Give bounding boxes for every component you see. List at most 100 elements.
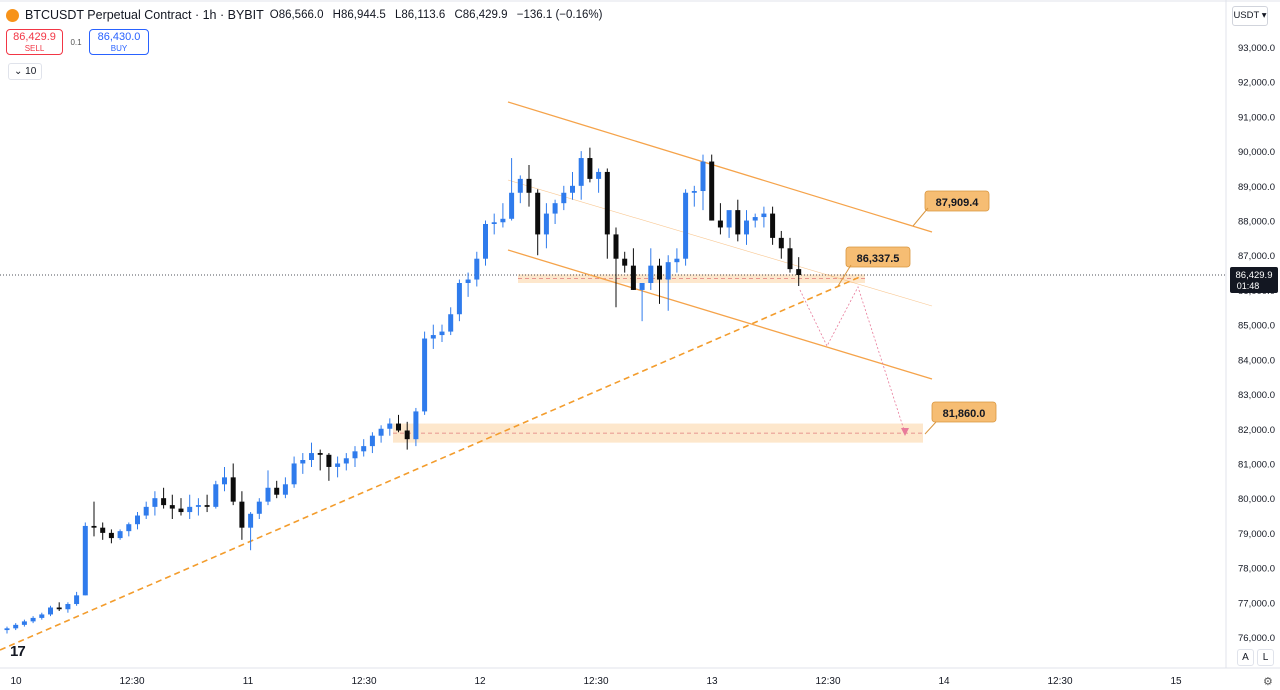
candle-body (65, 604, 71, 610)
collapse-count: 10 (25, 66, 37, 77)
candle-body (509, 192, 515, 219)
price-annotation-box (845, 246, 911, 268)
open-value: O86,566.0 (269, 9, 324, 21)
price-tick-label: 91,000.0 (1238, 112, 1275, 123)
candle-body (282, 484, 288, 495)
support-zone (393, 423, 923, 443)
candle-body (100, 527, 106, 533)
price-tick-label: 78,000.0 (1238, 564, 1275, 575)
candle-body (56, 607, 62, 610)
candle-body (352, 451, 358, 459)
candle-body (413, 411, 419, 440)
candle-body (204, 505, 210, 507)
candle-body (613, 234, 619, 259)
sell-label: SELL (24, 44, 45, 53)
auto-scale-button[interactable]: A (1237, 649, 1254, 666)
order-quantity[interactable]: 0.1 (70, 37, 82, 47)
price-tick-label: 87,000.0 (1238, 251, 1275, 262)
time-tick-label: 12:30 (815, 676, 840, 687)
candle-body (500, 218, 506, 223)
candle-body (456, 283, 462, 315)
candle-body (596, 171, 602, 179)
candle-body (108, 532, 114, 539)
candle-body (422, 338, 428, 412)
candle-body (709, 161, 715, 221)
candle-body (178, 508, 184, 513)
time-tick-label: 12:30 (351, 676, 376, 687)
symbol-title[interactable]: BTCUSDT Perpetual Contract · 1h · BYBIT (25, 8, 264, 22)
candle-body (48, 607, 53, 615)
last-price-label: 86,429.9 (1236, 270, 1273, 281)
candle-body (622, 258, 628, 266)
candle-body (169, 505, 175, 509)
price-annotation-box (924, 190, 990, 212)
time-tick-label: 10 (10, 676, 22, 687)
ascending-trendline (0, 275, 863, 651)
candle-body (570, 185, 575, 193)
change-value: −136.1 (−0.16%) (516, 9, 603, 21)
sell-button[interactable]: 86,429.9 SELL (6, 29, 63, 55)
candle-body (639, 283, 645, 290)
candle-body (770, 213, 776, 238)
annotation-pointer (837, 264, 852, 287)
candle-body (787, 248, 793, 270)
candle-body (630, 265, 636, 290)
price-tick-label: 89,000.0 (1238, 182, 1275, 193)
buy-button[interactable]: 86,430.0 BUY (89, 29, 149, 55)
log-scale-button[interactable]: L (1257, 649, 1274, 666)
candle-body (439, 331, 445, 336)
gear-icon[interactable]: ⚙ (1263, 676, 1273, 688)
buy-price: 86,430.0 (97, 31, 141, 43)
candle-body (726, 210, 732, 228)
candle-body (152, 498, 158, 507)
chart-header: BTCUSDT Perpetual Contract · 1h · BYBIT … (6, 8, 608, 22)
candle-body (274, 487, 280, 495)
candle-body (404, 430, 410, 440)
candle-body (526, 178, 532, 193)
candle-body (91, 525, 97, 528)
candle-body (30, 617, 36, 622)
candle-body (587, 158, 593, 179)
price-annotation-box (931, 401, 997, 423)
candle-body (126, 524, 132, 532)
candle-body (717, 220, 723, 228)
price-annotation-label: 86,337.5 (857, 253, 900, 265)
time-tick-label: 13 (706, 676, 718, 687)
candle-body (361, 446, 367, 452)
candle-body (143, 506, 149, 516)
currency-selector[interactable]: USDT ▾ (1232, 6, 1268, 26)
time-tick-label: 12:30 (119, 676, 144, 687)
time-tick-label: 12 (474, 676, 486, 687)
price-tick-label: 90,000.0 (1238, 147, 1275, 158)
candle-body (309, 453, 314, 460)
buy-label: BUY (110, 44, 128, 53)
candle-body (735, 210, 741, 235)
candle-body (248, 513, 254, 528)
currency-label: USDT (1233, 10, 1260, 21)
trade-panel: 86,429.9 SELL 0.1 86,430.0 BUY (6, 29, 149, 55)
candle-body (430, 335, 436, 339)
candle-body (4, 628, 10, 631)
price-tick-label: 83,000.0 (1238, 390, 1275, 401)
price-tick-label: 80,000.0 (1238, 494, 1275, 505)
candle-body (378, 428, 384, 436)
tradingview-logo: 17 (10, 643, 26, 660)
chevron-down-icon: ▾ (1261, 10, 1267, 21)
candle-body (195, 505, 201, 507)
projected-path (799, 285, 906, 434)
time-tick-label: 11 (243, 676, 254, 687)
high-value: H86,944.5 (332, 9, 386, 21)
candle-body (604, 171, 610, 235)
indicators-collapse-button[interactable]: ⌄ 10 (8, 63, 43, 80)
candle-body (213, 484, 219, 507)
candle-body (752, 217, 758, 221)
price-tick-label: 77,000.0 (1238, 598, 1275, 609)
price-tick-label: 88,000.0 (1238, 217, 1275, 228)
candle-body (474, 258, 480, 280)
low-value: L86,113.6 (394, 9, 446, 21)
sell-price: 86,429.9 (13, 31, 56, 43)
candle-body (387, 423, 393, 429)
bitcoin-icon (6, 8, 19, 22)
candle-body (343, 458, 349, 464)
